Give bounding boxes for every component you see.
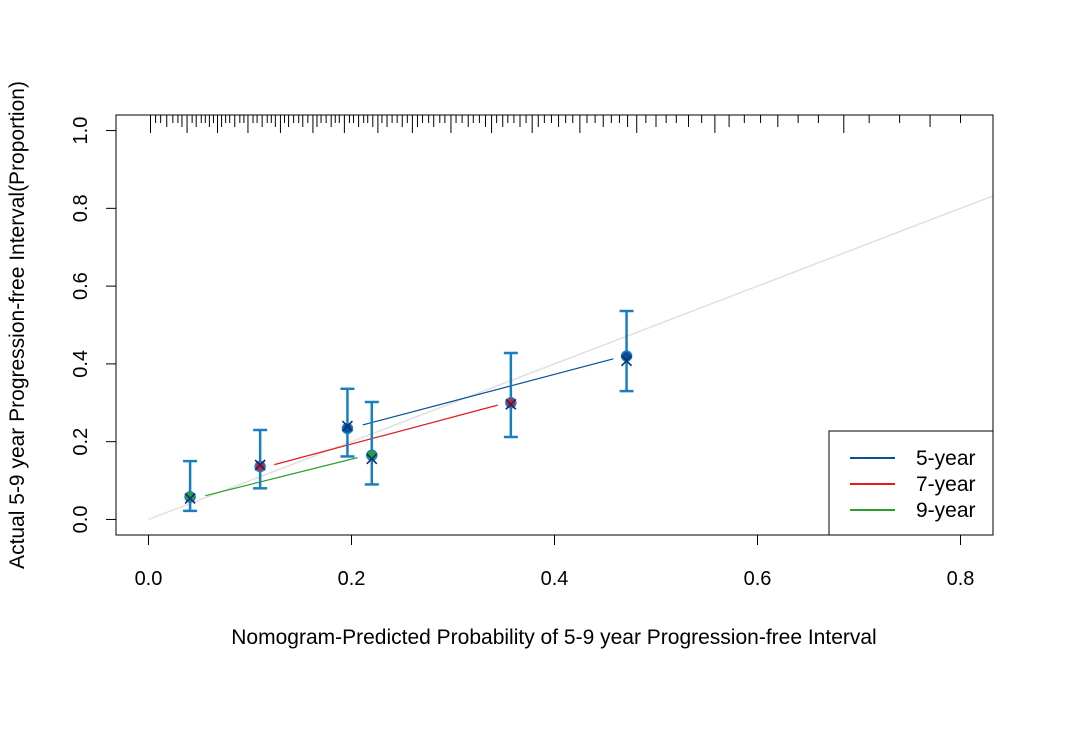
fit-line-9-year [205,457,358,497]
fit-line-5-year [362,358,614,426]
x-axis-label: Nomogram-Predicted Probability of 5-9 ye… [231,626,876,649]
y-tick-label: 0.0 [70,506,92,534]
x-tick-label: 0.4 [541,568,569,590]
x-tick-label: 0.6 [744,568,772,590]
y-tick-label: 0.2 [70,428,92,456]
point-5-year [620,350,633,362]
point-7-year [505,397,517,409]
y-axis: 0.0 0.2 0.4 0.6 0.8 1.0 [70,117,117,534]
y-tick-label: 0.4 [70,350,92,378]
x-marker-7-year [505,398,517,410]
x-marker-5-year [621,355,633,367]
x-marker-9-year [366,453,378,465]
y-tick-label: 1.0 [70,117,92,145]
legend: 5-year 7-year 9-year [828,430,994,536]
x-tick-label: 0.0 [135,568,163,590]
point-5-year [341,422,354,435]
fit-lines [205,358,614,497]
point-7-year [254,460,266,473]
reference-line [148,195,993,521]
x-marker-7-year [254,459,266,471]
reference-diagonal [148,195,993,521]
y-axis-label: Actual 5-9 year Progression-free Interva… [6,81,29,569]
x-marker-5-year [341,420,353,432]
rug-ticks [150,115,962,133]
point-9-year [184,491,196,503]
legend-label-7-year: 7-year [916,473,976,496]
data-points [184,350,633,505]
legend-label-9-year: 9-year [916,499,976,522]
x-tick-label: 0.8 [947,568,975,590]
y-tick-label: 0.6 [70,272,92,300]
fit-line-7-year [274,404,498,466]
x-axis: 0.0 0.2 0.4 0.6 0.8 [135,534,975,590]
point-9-year [366,449,378,462]
legend-label-5-year: 5-year [916,447,976,470]
x-tick-label: 0.2 [338,568,366,590]
y-tick-label: 0.8 [70,194,92,222]
x-marker-9-year [184,492,196,505]
